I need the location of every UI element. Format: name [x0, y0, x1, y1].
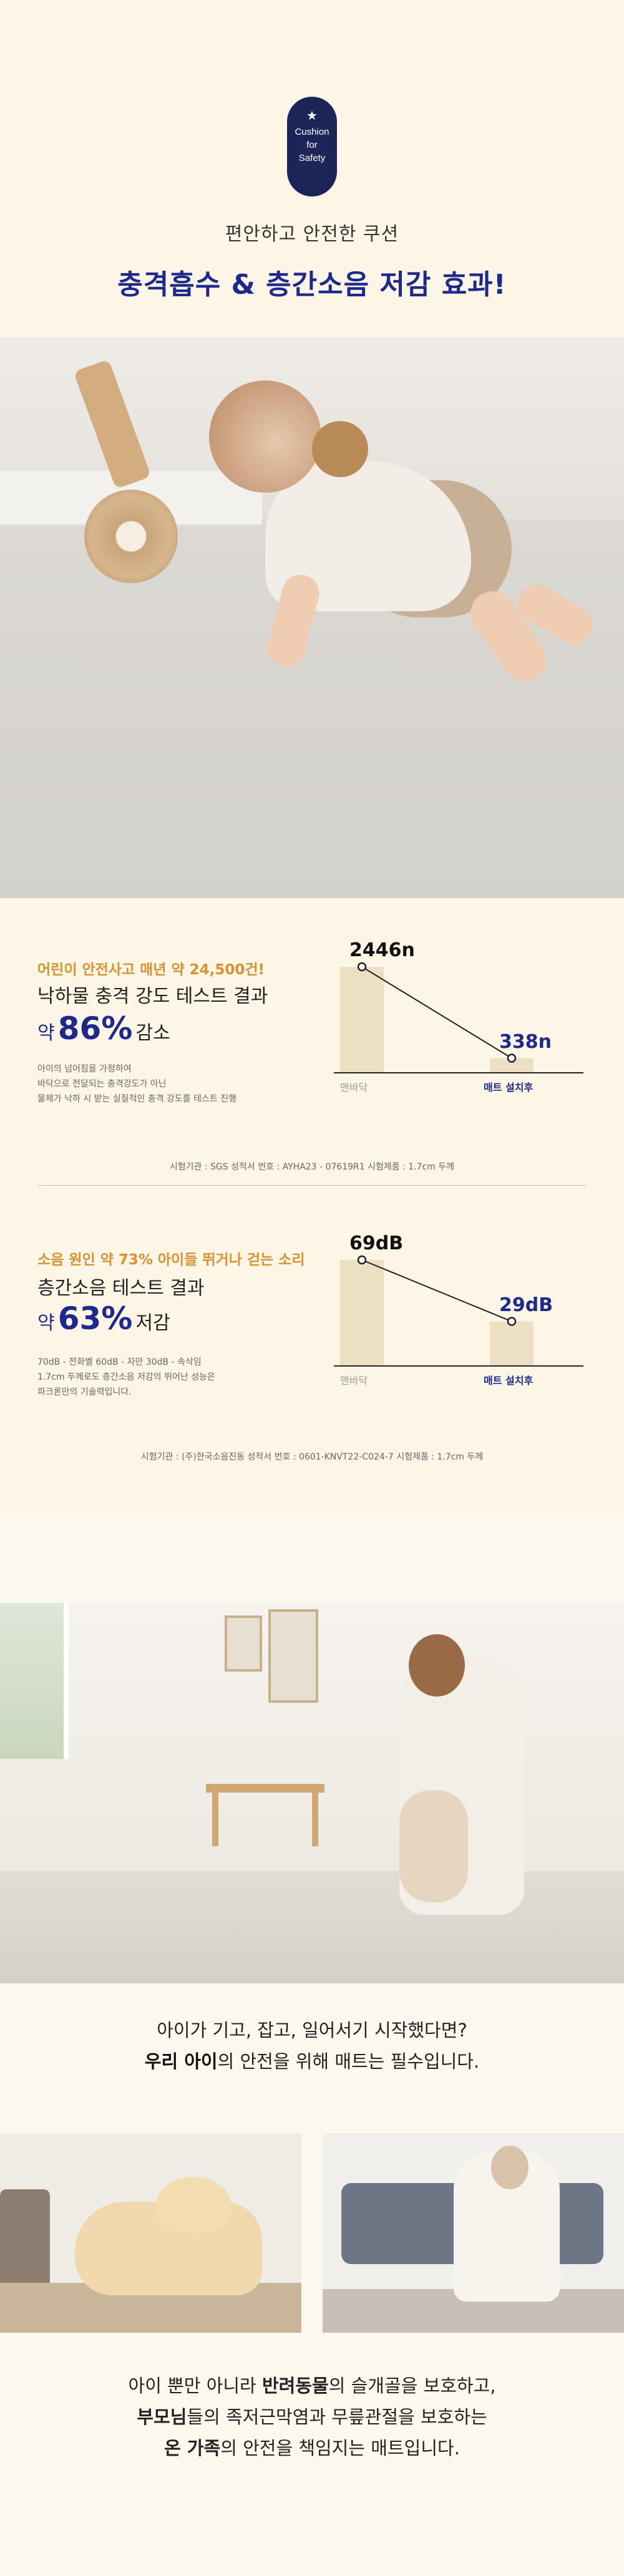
- chart-point-1: [357, 1255, 367, 1265]
- chart-value-label-2: 29dB: [499, 1294, 553, 1316]
- noise-desc-line-1: 70dB - 전화벨 60dB - 자만 30dB - 속삭임: [37, 1357, 202, 1367]
- noise-percent-suffix: 저감: [135, 1312, 170, 1334]
- impact-source: 시험기관 : SGS 성적서 번호 : AYHA23 - 07619R1 시험제…: [169, 1162, 455, 1172]
- baby-head: [209, 380, 321, 493]
- family-line-2b: 들의 족저근막염과 무릎관절을 보호하는: [187, 2406, 487, 2428]
- family-line-1a: 아이 뿐만 아니라: [128, 2375, 262, 2396]
- bench-leg-left: [212, 1790, 218, 1846]
- header-section: ★ Cushion for Safety 편안하고 안전한 쿠션 충격흡수 & …: [0, 0, 624, 337]
- section-divider: [37, 1185, 587, 1186]
- impact-percent-value: 86%: [57, 1010, 133, 1047]
- family-line-2a: 부모님: [137, 2406, 187, 2428]
- chart-category-label-1: 맨바닥: [340, 1082, 368, 1093]
- impact-description: 아이의 넘어짐을 가정하여 바닥으로 전달되는 충격강도가 아닌 물체가 낙하 …: [37, 1062, 236, 1106]
- family-line-2: 부모님들의 족저근막염과 무릎관절을 보호하는: [0, 2401, 624, 2433]
- impact-percent-prefix: 약: [37, 1022, 55, 1044]
- chart-trend-line: [361, 966, 512, 1059]
- dog-head: [156, 2177, 231, 2233]
- dog-photo: [0, 2133, 301, 2333]
- impact-desc-line-2: 바닥으로 전달되는 충격강도가 아닌: [37, 1079, 167, 1089]
- teddy-bear: [312, 421, 368, 477]
- photo-floor: [0, 1871, 624, 1983]
- family-line-1b: 반려동물: [261, 2375, 329, 2396]
- toy-wheel: [84, 490, 178, 583]
- chart-value-label-1: 2446n: [349, 939, 415, 961]
- badge-line-3: Safety: [298, 153, 326, 163]
- chart-point-2: [507, 1317, 517, 1326]
- family-line-1c: 의 슬개골을 보호하고,: [328, 2375, 496, 2396]
- cushion-safety-badge: ★ Cushion for Safety: [287, 97, 337, 196]
- star-icon: ★: [306, 108, 318, 123]
- noise-source: 시험기관 : (주)한국소음진동 성적서 번호 : 0601-KNVT22-C0…: [140, 1452, 484, 1462]
- family-line-3b: 의 안전을 책임지는 매트입니다.: [220, 2438, 460, 2459]
- noise-highlight: 소음 원인 약 73% 아이들 뛰거나 걷는 소리: [37, 1252, 305, 1268]
- noise-chart: 69dB 맨바닥 29dB 매트 설치후: [334, 1232, 583, 1391]
- chart-trend-line: [361, 1259, 512, 1322]
- chart-bar-1: [340, 967, 384, 1073]
- mother-toddler-photo: [0, 1603, 624, 1983]
- page-title: 충격흡수 & 층간소음 저감 효과!: [117, 269, 507, 301]
- noise-percent-value: 63%: [57, 1300, 133, 1337]
- impact-title: 낙하물 충격 강도 테스트 결과: [37, 985, 268, 1007]
- elderly-head: [491, 2146, 529, 2189]
- family-line-1: 아이 뿐만 아니라 반려동물의 슬개골을 보호하고,: [0, 2370, 624, 2401]
- chart-value-label-1: 69dB: [349, 1232, 404, 1254]
- noise-description: 70dB - 전화벨 60dB - 자만 30dB - 속삭임 1.7cm 두께…: [37, 1355, 215, 1400]
- impact-desc-line-3: 물체가 낙하 시 받는 실질적인 충격 강도를 테스트 진행: [37, 1094, 236, 1104]
- impact-desc-line-1: 아이의 넘어짐을 가정하여: [37, 1064, 132, 1074]
- must-have-rest: 의 안전을 위해 매트는 필수입니다.: [217, 2051, 480, 2072]
- badge-line-2: for: [306, 140, 318, 150]
- test-results-section: 어린이 안전사고 매년 약 24,500건! 낙하물 충격 강도 테스트 결과 …: [0, 898, 624, 1516]
- elderly-person-photo: [323, 2133, 624, 2333]
- wall-frame-small: [225, 1615, 262, 1672]
- impact-chart: 2446n 맨바닥 338n 매트 설치후: [334, 939, 583, 1098]
- photo-sofa: [0, 2189, 50, 2295]
- chart-category-label-2: 매트 설치후: [484, 1375, 534, 1387]
- noise-title: 층간소음 테스트 결과: [37, 1277, 205, 1299]
- photo-window: [0, 1603, 69, 1759]
- impact-percent-suffix: 감소: [135, 1022, 170, 1044]
- family-safety-message: 아이 뿐만 아니라 반려동물의 슬개골을 보호하고, 부모님들의 족저근막염과 …: [0, 2370, 624, 2464]
- noise-desc-line-2: 1.7cm 두께로도 층간소음 저감의 뛰어난 성능은: [37, 1372, 215, 1382]
- must-have-line-1: 아이가 기고, 잡고, 일어서기 시작했다면?: [157, 2020, 467, 2041]
- bench-leg-right: [312, 1790, 318, 1846]
- family-line-3a: 온 가족: [164, 2438, 221, 2459]
- noise-percent: 약 63% 저감: [37, 1300, 170, 1337]
- chart-bar-2: [490, 1058, 534, 1073]
- mother-head: [409, 1634, 465, 1697]
- baby-crawling-photo: [0, 337, 624, 898]
- chart-category-label-1: 맨바닥: [340, 1375, 368, 1387]
- family-line-3: 온 가족의 안전을 책임지는 매트입니다.: [0, 2433, 624, 2464]
- badge-line-1: Cushion: [295, 127, 329, 137]
- must-have-message: 아이가 기고, 잡고, 일어서기 시작했다면? 우리 아이의 안전을 위해 매트…: [0, 2015, 624, 2077]
- noise-desc-line-3: 파크론만의 기술력입니다.: [37, 1387, 132, 1397]
- page-subtitle: 편안하고 안전한 쿠션: [225, 223, 399, 245]
- chart-bar-2: [490, 1321, 534, 1366]
- wall-frame-large: [268, 1609, 318, 1703]
- noise-percent-prefix: 약: [37, 1312, 55, 1334]
- impact-percent: 약 86% 감소: [37, 1010, 170, 1047]
- must-have-line-2: 우리 아이의 안전을 위해 매트는 필수입니다.: [0, 2046, 624, 2077]
- impact-highlight: 어린이 안전사고 매년 약 24,500건!: [37, 962, 265, 978]
- must-have-bold: 우리 아이: [144, 2051, 218, 2072]
- toddler-figure: [399, 1790, 468, 1902]
- chart-point-1: [357, 962, 367, 972]
- chart-svg: [334, 962, 583, 1073]
- chart-bar-1: [340, 1260, 384, 1366]
- chart-category-label-2: 매트 설치후: [484, 1082, 534, 1093]
- wooden-bench: [206, 1784, 324, 1793]
- chart-point-2: [507, 1053, 517, 1063]
- chart-svg: [334, 1255, 583, 1367]
- chart-value-label-2: 338n: [499, 1030, 552, 1053]
